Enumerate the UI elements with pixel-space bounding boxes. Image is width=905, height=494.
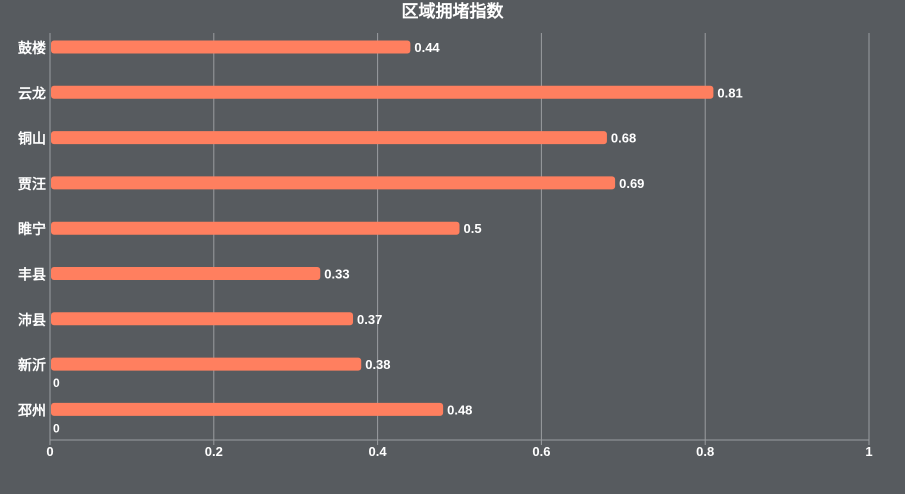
bar-value-label: 0.48	[447, 402, 472, 417]
x-tick-label: 0.4	[369, 444, 388, 459]
y-category-label: 丰县	[18, 267, 46, 283]
bar-value-label: 0.38	[365, 357, 390, 372]
bars	[51, 40, 714, 416]
grid-lines	[213, 33, 870, 440]
bar	[51, 312, 354, 326]
y-category-label: 铜山	[18, 131, 46, 147]
y-category-label: 新沂	[18, 357, 46, 373]
secondary-data-label: 0	[53, 421, 60, 435]
bar	[51, 131, 607, 145]
y-category-label: 沛县	[18, 312, 46, 328]
bar	[51, 357, 362, 371]
bar-value-label: 0.44	[414, 40, 440, 55]
y-category-label: 云龙	[18, 85, 46, 101]
x-tick-label: 0.8	[696, 444, 714, 459]
bar	[51, 176, 616, 190]
bar-value-label: 0.81	[717, 85, 742, 100]
bar	[51, 267, 321, 280]
bar-value-label: 0.5	[464, 221, 482, 236]
x-tick-label: 0	[46, 444, 53, 459]
bar	[51, 221, 460, 235]
secondary-data-label: 0	[53, 376, 60, 390]
x-tick-label: 0.6	[532, 444, 550, 459]
bar	[51, 40, 411, 54]
y-category-label: 贾汪	[18, 176, 46, 192]
bar	[51, 402, 444, 416]
bar-value-label: 0.68	[611, 131, 636, 146]
bar-value-label: 0.37	[357, 312, 382, 327]
y-category-label: 邳州	[17, 402, 46, 418]
bar	[51, 85, 714, 99]
bar-value-label: 0.69	[619, 176, 644, 191]
x-tick-label: 1	[865, 444, 872, 459]
bar-value-label: 0.33	[324, 267, 349, 282]
axes	[49, 33, 870, 445]
y-category-label: 鼓楼	[18, 40, 46, 56]
chart-title: 区域拥堵指数	[401, 2, 504, 21]
y-category-label: 睢宁	[18, 221, 46, 237]
x-tick-label: 0.2	[205, 444, 223, 459]
